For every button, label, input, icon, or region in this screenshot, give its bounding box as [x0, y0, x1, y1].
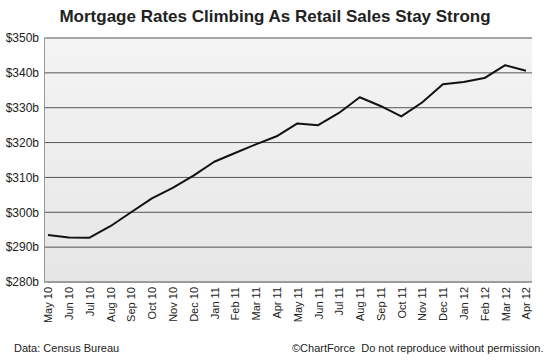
x-tick-label: Jul 10	[84, 287, 96, 316]
y-tick-label: $330b	[6, 101, 40, 115]
grid-line	[44, 107, 532, 108]
x-tick-label: Aug 11	[354, 287, 366, 321]
x-tick-label: Nov 11	[416, 287, 428, 321]
series-group	[48, 65, 526, 238]
x-tick: Oct 10	[146, 282, 158, 319]
grid	[44, 38, 532, 282]
plot-area	[44, 38, 532, 282]
y-tick: $320b	[6, 136, 44, 150]
grid-line	[44, 72, 532, 73]
x-tick: Sep 10	[125, 282, 137, 322]
y-tick: $300b	[6, 206, 44, 220]
y-tick-label: $340b	[6, 66, 40, 80]
x-tick-label: Oct 10	[146, 287, 158, 319]
x-tick-label: Jun 10	[63, 287, 75, 320]
grid-line	[44, 38, 532, 39]
x-tick: Jun 10	[63, 282, 75, 320]
annotation: Data: Census Bureau	[14, 342, 119, 354]
x-tick: Jul 11	[333, 282, 345, 316]
x-tick: Apr 12	[520, 282, 532, 319]
x-tick-label: Jun 11	[313, 287, 325, 319]
grid-line	[44, 247, 532, 248]
x-tick: Jun 11	[313, 282, 325, 319]
y-axis: $280b $290b $300b $310b $320b $330b $340b $350b	[6, 31, 45, 289]
y-tick: $280b	[6, 275, 44, 289]
x-tick: Jan 12	[458, 282, 470, 320]
x-tick-label: May 11	[292, 287, 304, 322]
x-tick-label: Dec 10	[188, 287, 200, 322]
x-tick-label: Sep 11	[375, 287, 387, 321]
grid-line	[44, 282, 532, 283]
x-tick-label: Jan 12	[458, 287, 470, 320]
x-tick: May 11	[292, 282, 304, 322]
x-tick-label: Nov 10	[167, 287, 179, 322]
x-tick: Nov 11	[416, 282, 428, 321]
y-tick: $290b	[6, 240, 44, 254]
x-tick: Apr 11	[271, 282, 283, 319]
y-tick-label: $350b	[6, 31, 40, 45]
x-tick: Jan 11	[209, 282, 221, 319]
x-tick: Oct 11	[396, 282, 408, 319]
grid-line	[44, 142, 532, 143]
y-axis-line	[44, 39, 45, 283]
y-tick: $330b	[6, 101, 44, 115]
x-axis: May 10 Jun 10 Jul 10 Aug 10 Sep 10 Oct 10 Nov …	[42, 282, 532, 323]
x-tick: Aug 11	[354, 282, 366, 321]
x-tick-label: Apr 11	[271, 287, 283, 319]
y-tick: $340b	[6, 66, 44, 80]
chart: $280b $290b $300b $310b $320b $330b $340b $350b…	[0, 0, 550, 364]
annotation: ©ChartForce Do not reproduce without per…	[292, 342, 543, 354]
background	[0, 0, 550, 364]
grid-line	[44, 177, 532, 178]
x-tick: Dec 10	[188, 282, 200, 322]
y-tick: $310b	[6, 171, 44, 185]
x-tick: Sep 11	[375, 282, 387, 321]
x-tick-label: Aug 10	[105, 287, 117, 322]
x-axis-line	[49, 282, 527, 283]
grid-line	[44, 212, 532, 213]
x-tick-label: Sep 10	[125, 287, 137, 322]
x-tick-label: May 10	[42, 287, 54, 323]
x-tick: Mar 11	[250, 282, 262, 320]
title: Mortgage Rates Climbing As Retail Sales …	[59, 7, 490, 26]
x-tick-label: Oct 11	[396, 287, 408, 319]
y-tick-label: $280b	[6, 275, 40, 289]
x-tick: Dec 11	[437, 282, 449, 321]
x-tick: Nov 10	[167, 282, 179, 322]
y-tick-label: $310b	[6, 171, 40, 185]
data-line	[48, 65, 526, 238]
x-tick-label: Dec 11	[437, 287, 449, 321]
x-tick: Feb 12	[479, 282, 491, 321]
y-tick-label: $320b	[6, 136, 40, 150]
y-tick-label: $290b	[6, 240, 40, 254]
x-tick: Aug 10	[105, 282, 117, 322]
x-tick: Jul 10	[84, 282, 96, 316]
x-tick: Mar 12	[500, 282, 512, 321]
y-tick: $350b	[6, 31, 44, 45]
x-tick-label: Jul 11	[333, 287, 345, 316]
x-tick-label: Jan 11	[209, 287, 221, 319]
x-tick-label: Feb 11	[229, 287, 241, 320]
x-tick-label: Mar 12	[500, 287, 512, 321]
x-tick: May 10	[42, 282, 54, 323]
x-tick-label: Mar 11	[250, 287, 262, 320]
x-tick-label: Feb 12	[479, 287, 491, 321]
x-tick-label: Apr 12	[520, 287, 532, 319]
x-tick: Feb 11	[229, 282, 241, 320]
y-tick-label: $300b	[6, 206, 40, 220]
